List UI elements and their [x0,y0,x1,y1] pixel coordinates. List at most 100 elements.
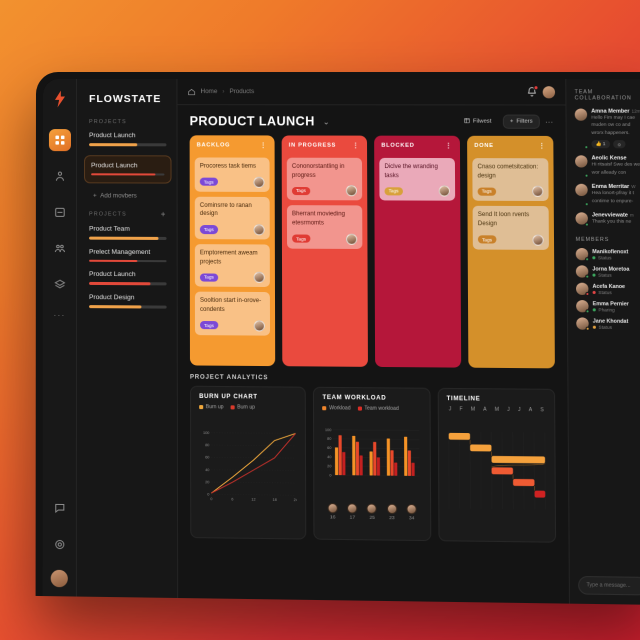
card-tag[interactable]: Tags [199,177,218,187]
rail-chat-icon[interactable] [48,497,70,520]
card-assignee-avatar[interactable] [438,185,451,197]
card-assignee-avatar[interactable] [345,185,358,197]
member-avatar[interactable] [575,248,590,262]
column-menu-icon[interactable]: ⋮ [352,142,360,150]
breadcrumb-current[interactable]: Products [229,88,255,96]
sidebar-project-0[interactable]: Product Launch [89,132,167,146]
kanban-card[interactable]: Bherrant movieding etesrmomts Tags [286,205,363,249]
breadcrumb-home[interactable]: Home [200,88,218,96]
home-icon[interactable] [187,88,196,96]
rail-more-icon[interactable]: ··· [53,309,66,321]
rail-user-avatar[interactable] [50,569,68,588]
member-avatar[interactable] [576,317,590,332]
kanban-column-in-progress: IN PROGRESS ⋮ Cononorstantling in progress… [281,135,368,367]
card-assignee-avatar[interactable] [532,234,544,246]
member-avatar[interactable] [576,300,590,314]
filters-button[interactable]: + Filters [502,114,540,129]
kanban-card[interactable]: Emptorement aweam projects Tags [194,244,270,288]
add-members-button[interactable]: + Add movbers [93,192,137,200]
card-tag[interactable]: Tags [384,187,403,196]
burn-up-legend: Burn up Burn up [199,404,297,411]
rail-grid-icon[interactable] [48,129,71,152]
bell-icon[interactable] [526,85,539,97]
card-tag[interactable]: Tags [477,187,496,196]
svg-text:100: 100 [325,428,331,432]
card-text: Emptorement aweam projects [199,250,258,266]
legend-label: Workload [329,405,351,412]
workload-avatars [323,503,422,515]
card-assignee-avatar[interactable] [253,272,265,284]
card-tag[interactable]: Tags [199,273,218,282]
card-tag[interactable]: Tags [200,321,218,330]
card-tag[interactable]: Tags [291,186,310,196]
sidebar-section-label: PROJECTS [89,211,127,218]
kanban-card[interactable]: Sooltion start in-orove-condents Tags [194,292,271,336]
kanban-card[interactable]: Diclve the wranding tasks Tags [379,157,456,202]
team-workload-title: TEAM WORKLOAD [322,394,387,402]
sidebar-project-design[interactable]: Product Design [89,294,167,309]
workload-member-avatar[interactable] [406,503,417,515]
message-item[interactable]: Aeolic Kense Hi ritsaisf Swe des we wor a… [575,155,640,178]
column-menu-icon[interactable]: ⋮ [538,143,547,151]
rail-inbox-icon[interactable] [48,201,70,223]
rail-layers-icon[interactable] [48,274,70,296]
sidebar-project-team[interactable]: Product Team [89,226,167,240]
card-tag[interactable]: Tags [199,225,218,234]
sidebar-project-1-selected[interactable]: Product Launch [84,154,172,184]
message-avatar[interactable] [574,108,589,150]
column-menu-icon[interactable]: ⋮ [444,142,453,150]
add-project-icon[interactable]: + [160,209,167,220]
member-avatar[interactable] [575,283,590,297]
card-tag[interactable]: Tags [477,235,497,244]
card-assignee-avatar[interactable] [345,233,358,245]
progress-bar [89,282,167,286]
workload-member-avatar[interactable] [366,503,378,514]
sidebar-project-label: Product Team [89,225,130,233]
member-item[interactable]: Manikofienoxt Status [575,248,640,262]
column-menu-icon[interactable]: ⋮ [259,142,268,150]
message-item[interactable]: Amna Member 12m Hello Fim may I cae muden … [574,108,640,150]
progress-bar [89,143,167,146]
view-button[interactable]: Filwest [458,115,498,129]
card-footer: Tags [199,272,265,284]
timeline-month: J [507,406,510,413]
message-avatar[interactable] [575,155,589,178]
card-assignee-avatar[interactable] [253,224,265,236]
member-item[interactable]: Emma Pernier Pharing [576,300,640,314]
rail-team-icon[interactable] [48,237,70,259]
kanban-card[interactable]: Cnaso cometsitcation: design Tags [472,158,549,202]
breadcrumb-separator: › [222,88,225,96]
rail-user-icon[interactable] [48,165,70,187]
member-item[interactable]: Acefa Kanoe Status [575,283,640,297]
message-item[interactable]: Jenevviewate m Thank you this ne [575,212,640,228]
card-assignee-avatar[interactable] [253,320,265,332]
member-avatar[interactable] [575,265,590,280]
sidebar-project-label: Prelect Management [89,248,151,256]
reaction-chip[interactable]: ☺ [612,140,626,149]
card-assignee-avatar[interactable] [253,176,265,188]
chevron-down-icon[interactable]: ⌄ [322,116,330,126]
card-footer: Tags [384,185,451,197]
card-assignee-avatar[interactable] [532,186,544,198]
sidebar-project-management[interactable]: Prelect Management [89,248,167,263]
rail-settings-icon[interactable] [48,533,70,556]
message-input[interactable]: Type a message... [578,575,640,596]
message-avatar[interactable] [575,183,589,207]
topbar-avatar[interactable] [542,85,556,98]
kanban-card[interactable]: Cominsrre to ranan design Tags [194,196,270,240]
kanban-card[interactable]: Send It loon rvents Design Tags [472,206,549,250]
workload-member-avatar[interactable] [327,503,338,514]
more-options-icon[interactable]: ··· [544,117,554,127]
svg-text:60: 60 [328,446,332,450]
kanban-card[interactable]: Procoress task tiems Tags [194,157,270,192]
message-item[interactable]: Enma Merritar W Hea lonort-pfray it t cont… [575,183,640,207]
reaction-chip[interactable]: 👍 1 [591,140,610,149]
member-item[interactable]: Jane Khondat Status [576,317,640,332]
sidebar-project-launch-2[interactable]: Product Launch [89,271,167,286]
card-tag[interactable]: Tags [292,234,311,244]
member-item[interactable]: Jorna Moretoa Status [575,265,640,280]
workload-member-avatar[interactable] [347,503,358,514]
message-avatar[interactable] [575,212,589,228]
kanban-card[interactable]: Cononorstantling in progress Tags [286,157,363,201]
workload-member-avatar[interactable] [386,503,398,515]
